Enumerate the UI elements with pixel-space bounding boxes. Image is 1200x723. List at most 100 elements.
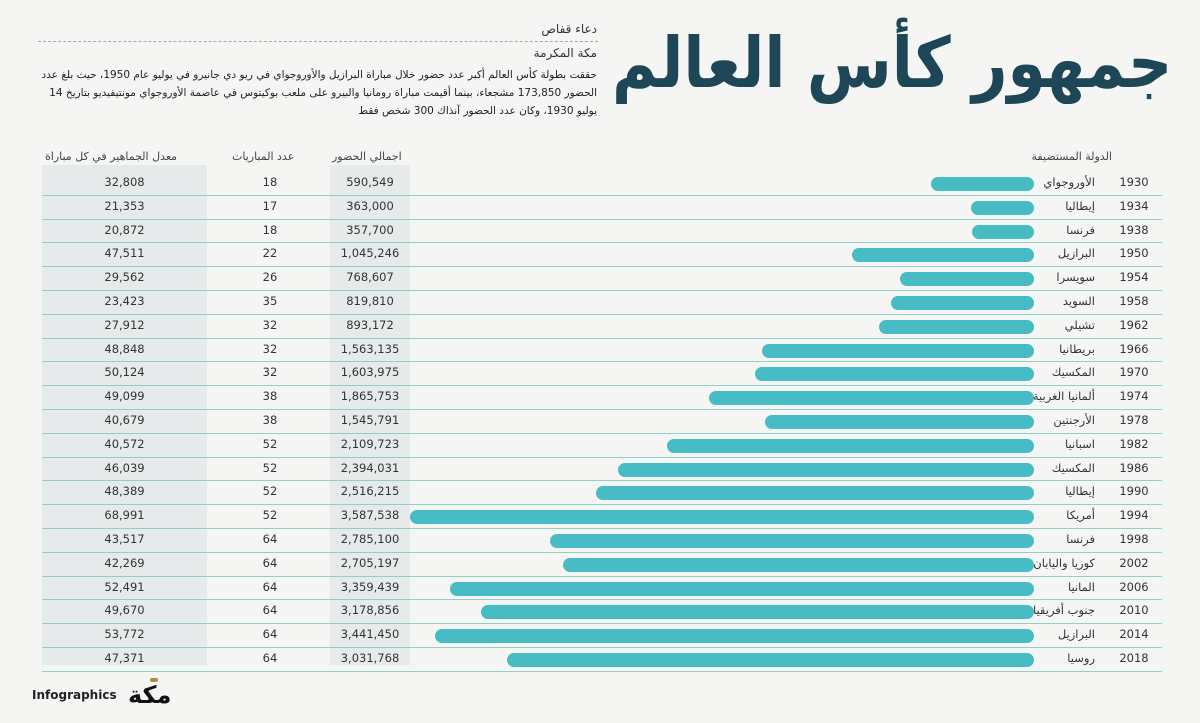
average-cell: 21,353 bbox=[104, 198, 145, 213]
host-cell: المانيا bbox=[1067, 579, 1095, 594]
host-cell: تشيلي bbox=[1064, 317, 1095, 332]
author: دعاء قفاص bbox=[541, 22, 597, 36]
total-cell: 1,545,791 bbox=[340, 413, 400, 427]
total-cell: 2,109,723 bbox=[340, 436, 400, 451]
average-cell: 29,562 bbox=[104, 270, 145, 285]
table-row: 40,572 52 2,109,723 اسبانيا 1982 bbox=[42, 433, 1162, 458]
attendance-bar bbox=[596, 486, 1034, 501]
attendance-bar bbox=[891, 296, 1034, 310]
total-cell: 1,045,246 bbox=[340, 246, 400, 261]
attendance-bar bbox=[481, 605, 1034, 620]
year-cell: 1950 bbox=[1119, 246, 1149, 261]
divider bbox=[38, 41, 598, 42]
year-cell: 1998 bbox=[1119, 532, 1149, 546]
average-cell: 42,269 bbox=[104, 555, 145, 570]
table-row: 29,562 26 768,607 سويسرا 1954 bbox=[42, 266, 1162, 291]
table-row: 43,517 64 2,785,100 فرنسا 1998 bbox=[42, 528, 1162, 553]
host-cell: سويسرا bbox=[1056, 270, 1095, 285]
table-row: 49,099 38 1,865,753 ألمانيا الغربية 1974 bbox=[42, 385, 1162, 410]
total-cell: 2,785,100 bbox=[340, 532, 400, 546]
footer-label: Infographics bbox=[32, 688, 117, 702]
header-average: معدل الجماهير في كل مباراة bbox=[45, 150, 178, 163]
total-cell: 3,359,439 bbox=[340, 579, 400, 594]
table-row: 52,491 64 3,359,439 المانيا 2006 bbox=[42, 576, 1162, 601]
year-cell: 1938 bbox=[1119, 222, 1149, 237]
attendance-bar bbox=[765, 415, 1034, 429]
host-cell: المكسيك bbox=[1051, 460, 1095, 475]
table-row: 49,670 64 3,178,856 جنوب أفريقيا 2010 bbox=[42, 599, 1162, 625]
average-cell: 20,872 bbox=[104, 222, 145, 237]
year-cell: 2002 bbox=[1119, 555, 1149, 570]
attendance-bar bbox=[852, 248, 1034, 263]
year-cell: 1970 bbox=[1119, 365, 1149, 380]
title-area: جمهور كأس العالم bbox=[612, 22, 1172, 122]
average-cell: 32,808 bbox=[104, 175, 145, 189]
table-row: 40,679 38 1,545,791 الأرجنتين 1978 bbox=[42, 409, 1162, 434]
header-host: الدولة المستضيفة bbox=[1031, 150, 1112, 163]
matches-cell: 52 bbox=[262, 484, 278, 499]
matches-cell: 22 bbox=[262, 246, 278, 261]
year-cell: 1974 bbox=[1119, 389, 1149, 404]
matches-cell: 64 bbox=[262, 627, 278, 642]
table-row: 46,039 52 2,394,031 المكسيك 1986 bbox=[42, 457, 1162, 482]
attendance-bar bbox=[667, 438, 1034, 453]
year-cell: 1954 bbox=[1119, 270, 1149, 285]
table-row: 20,872 18 357,700 فرنسا 1938 bbox=[42, 219, 1162, 244]
table-row: 47,511 22 1,045,246 البرازيل 1950 bbox=[42, 242, 1162, 268]
average-cell: 47,371 bbox=[104, 651, 145, 665]
host-cell: البرازيل bbox=[1057, 627, 1095, 642]
matches-cell: 17 bbox=[262, 198, 278, 213]
year-cell: 2006 bbox=[1119, 579, 1149, 594]
average-cell: 52,491 bbox=[104, 579, 145, 594]
average-cell: 43,517 bbox=[104, 532, 145, 546]
matches-cell: 64 bbox=[262, 532, 278, 546]
year-cell: 1994 bbox=[1119, 508, 1149, 523]
year-cell: 2014 bbox=[1119, 627, 1149, 642]
header-matches: عدد المباريات bbox=[232, 150, 295, 163]
year-cell: 2010 bbox=[1119, 603, 1149, 618]
total-cell: 363,000 bbox=[346, 198, 394, 213]
matches-cell: 64 bbox=[262, 603, 278, 618]
host-cell: أمريكا bbox=[1066, 508, 1095, 523]
matches-cell: 26 bbox=[262, 270, 278, 285]
table-row: 21,353 17 363,000 إيطاليا 1934 bbox=[42, 195, 1162, 220]
attendance-bar bbox=[931, 177, 1034, 191]
total-cell: 3,587,538 bbox=[340, 508, 400, 523]
total-cell: 590,549 bbox=[346, 175, 394, 189]
matches-cell: 32 bbox=[262, 365, 278, 380]
page-title: جمهور كأس العالم bbox=[611, 22, 1172, 104]
matches-cell: 64 bbox=[262, 579, 278, 594]
average-cell: 48,848 bbox=[104, 341, 145, 356]
table-row: 27,912 32 893,172 تشيلي 1962 bbox=[42, 314, 1162, 339]
attendance-bar bbox=[449, 581, 1034, 596]
average-cell: 68,991 bbox=[104, 508, 145, 523]
host-cell: اسبانيا bbox=[1065, 436, 1095, 451]
host-cell: ألمانيا الغربية bbox=[1032, 389, 1095, 404]
average-cell: 23,423 bbox=[104, 294, 145, 308]
year-cell: 1958 bbox=[1119, 294, 1149, 308]
host-cell: جنوب أفريقيا bbox=[1032, 603, 1095, 618]
matches-cell: 18 bbox=[262, 175, 278, 189]
average-cell: 49,670 bbox=[104, 603, 145, 618]
attendance-bar bbox=[506, 653, 1034, 667]
total-cell: 1,865,753 bbox=[340, 389, 400, 404]
matches-cell: 32 bbox=[262, 317, 278, 332]
attendance-bar bbox=[762, 343, 1034, 358]
average-column-shade bbox=[42, 165, 207, 665]
attendance-bar bbox=[563, 557, 1034, 572]
attendance-bar bbox=[435, 629, 1034, 644]
attendance-bar bbox=[549, 534, 1034, 548]
average-cell: 49,099 bbox=[104, 389, 145, 404]
logo: مكة bbox=[128, 681, 172, 709]
year-cell: 1930 bbox=[1119, 175, 1149, 189]
year-cell: 1982 bbox=[1119, 436, 1149, 451]
year-cell: 1990 bbox=[1119, 484, 1149, 499]
total-cell: 3,031,768 bbox=[340, 651, 400, 665]
total-cell: 2,394,031 bbox=[340, 460, 400, 475]
table-row: 53,772 64 3,441,450 البرازيل 2014 bbox=[42, 623, 1162, 648]
attendance-bar bbox=[617, 462, 1034, 477]
host-cell: إيطاليا bbox=[1065, 484, 1095, 499]
matches-cell: 38 bbox=[262, 389, 278, 404]
attendance-bar bbox=[755, 367, 1034, 382]
header-total: اجمالي الحضور bbox=[332, 150, 402, 163]
